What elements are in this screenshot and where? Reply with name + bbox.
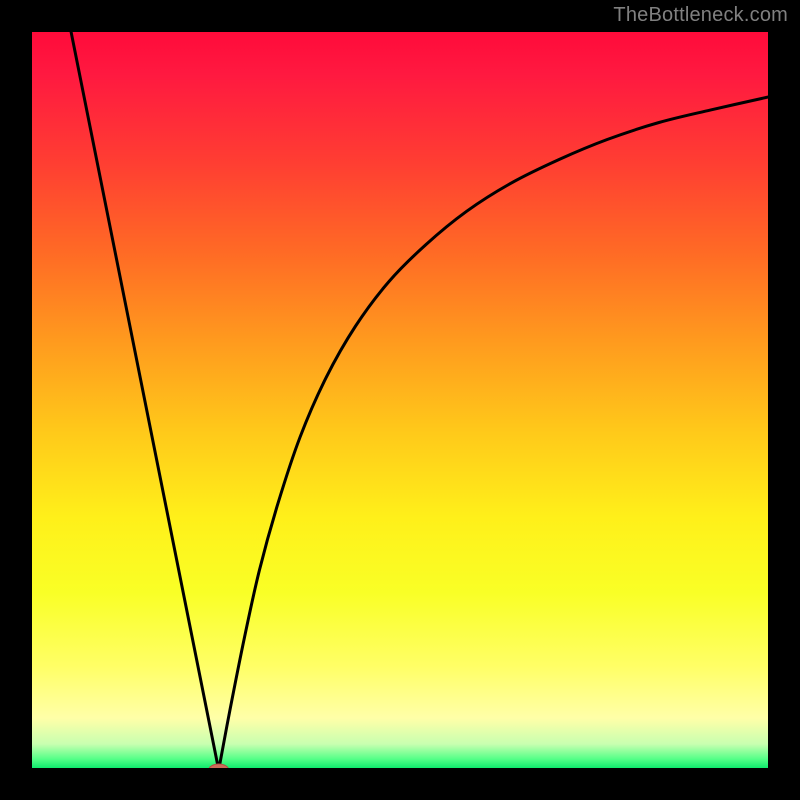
- bottleneck-chart: [0, 0, 800, 800]
- plot-gradient-background: [30, 30, 770, 770]
- watermark-text: TheBottleneck.com: [613, 4, 788, 27]
- chart-stage: TheBottleneck.com: [0, 0, 800, 800]
